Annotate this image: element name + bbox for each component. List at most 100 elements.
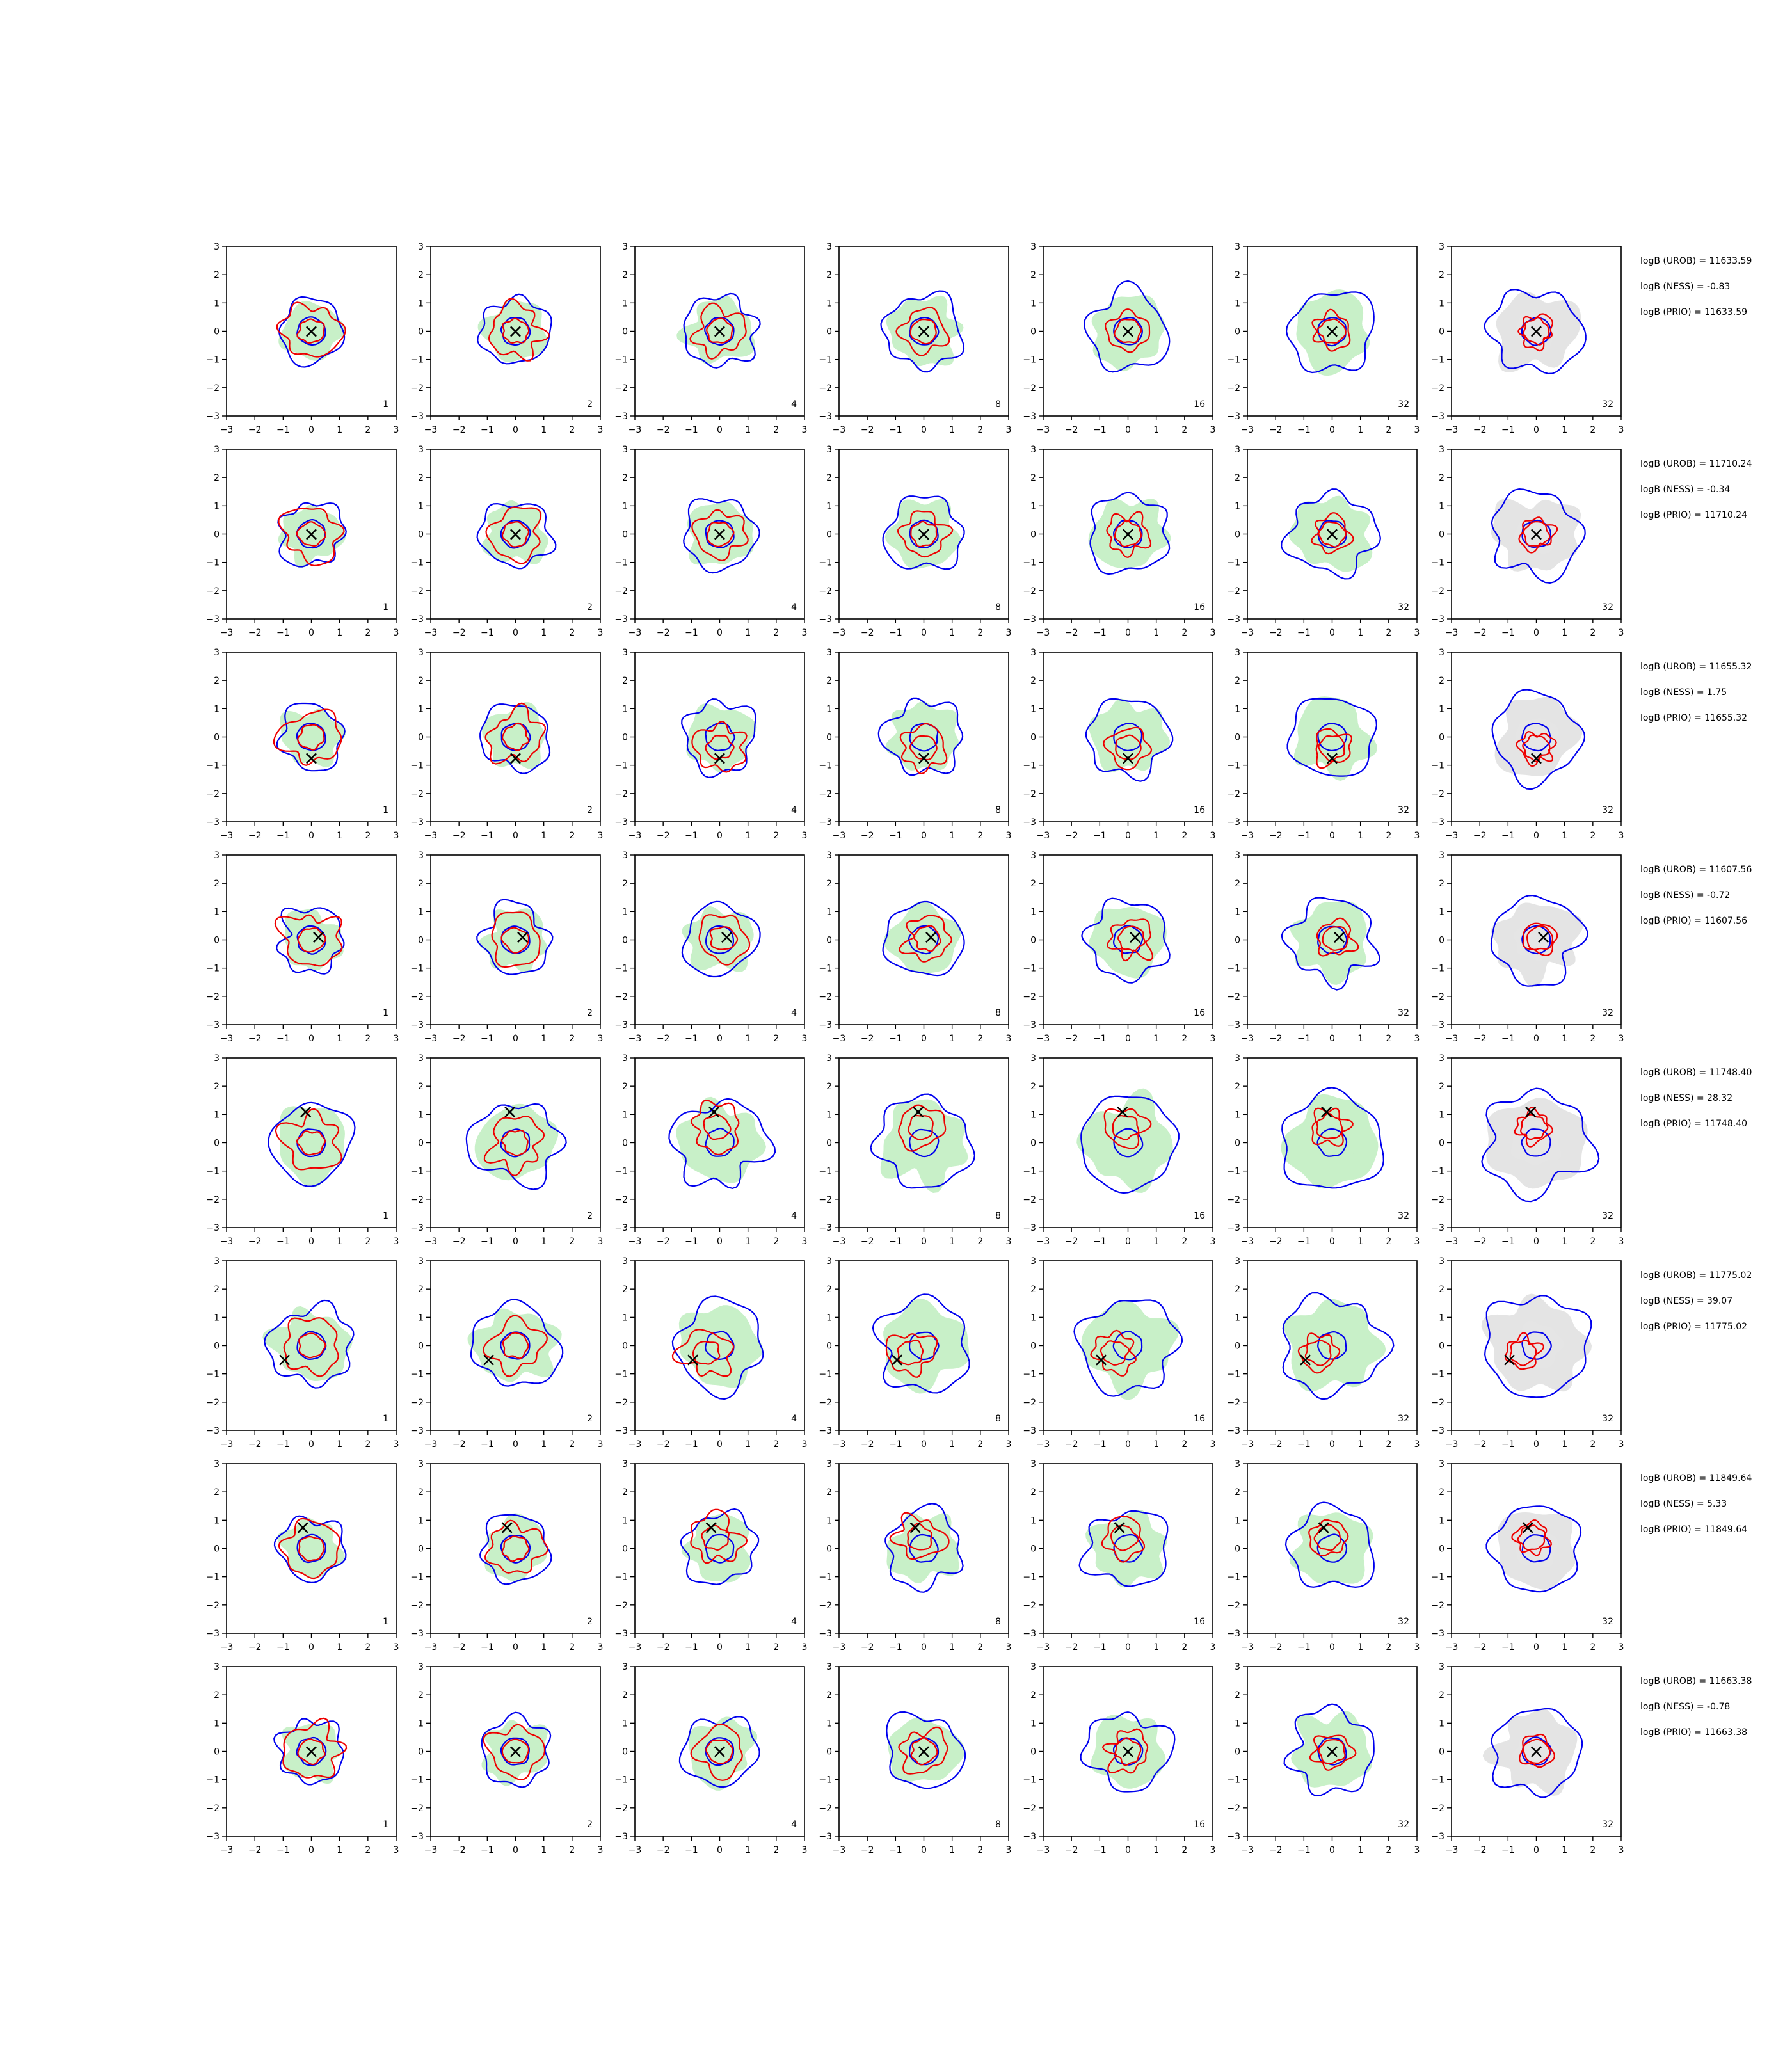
y-tick-label: −3 xyxy=(1227,1832,1240,1842)
contour-line-red-outer xyxy=(899,723,948,775)
x-tick-label: −1 xyxy=(481,425,494,435)
panel-label: 4 xyxy=(791,399,797,410)
contour-line-red-outer xyxy=(691,509,749,561)
contour-line-red-inner xyxy=(1318,521,1347,548)
x-tick-label: 0 xyxy=(308,831,314,841)
contour-line-blue-inner xyxy=(705,925,734,954)
x-tick-label: −1 xyxy=(1297,1642,1311,1652)
panel-label: 32 xyxy=(1602,805,1613,815)
y-tick-label: 0 xyxy=(214,1139,220,1149)
marker-x: × xyxy=(1112,1516,1128,1539)
x-tick-label: 2 xyxy=(773,1034,779,1044)
y-tick-label: −1 xyxy=(1023,1775,1036,1786)
x-tick-label: 2 xyxy=(977,1642,983,1652)
y-tick-label: −3 xyxy=(1227,1426,1240,1436)
y-tick-label: 3 xyxy=(214,1662,220,1672)
y-tick-label: 3 xyxy=(214,1053,220,1064)
x-tick-label: −2 xyxy=(1473,1642,1487,1652)
marker-x: × xyxy=(1501,1349,1517,1372)
marker-x: × xyxy=(1318,1101,1334,1123)
y-tick-label: 2 xyxy=(1439,1284,1444,1295)
x-tick-label: 2 xyxy=(1590,425,1596,435)
x-tick-label: 0 xyxy=(1329,1034,1335,1044)
x-tick-label: −3 xyxy=(1241,831,1254,841)
contour-line-red-inner xyxy=(909,318,937,345)
x-tick-label: −2 xyxy=(1269,425,1283,435)
y-tick-label: 1 xyxy=(826,1110,832,1120)
x-tick-label: −3 xyxy=(220,1845,234,1855)
y-tick-label: −1 xyxy=(614,355,628,365)
x-tick-label: 0 xyxy=(1125,1642,1131,1652)
y-tick-label: 3 xyxy=(1439,445,1444,455)
row-annotation-3-3: logB (PRIO) = 11655.32 xyxy=(1640,713,1747,723)
y-tick-label: −2 xyxy=(1431,383,1444,394)
y-tick-label: −1 xyxy=(1023,761,1036,771)
contour-line-blue-inner xyxy=(1521,723,1552,752)
x-tick-label: 0 xyxy=(1329,831,1335,841)
x-tick-label: −2 xyxy=(657,1642,670,1652)
x-tick-label: −1 xyxy=(889,831,902,841)
y-tick-label: −2 xyxy=(614,1804,628,1814)
x-tick-label: −3 xyxy=(424,1034,438,1044)
x-tick-label: 0 xyxy=(1329,1236,1335,1247)
y-tick-label: 2 xyxy=(1030,1284,1036,1295)
x-tick-label: 1 xyxy=(337,1642,342,1652)
x-tick-label: −3 xyxy=(1445,628,1459,638)
panel-r2-c1: × −3−3 −2 −2 −1 −1 0 0 1 1 2 2 3 3 1 xyxy=(206,445,399,638)
panel-label: 16 xyxy=(1194,1414,1205,1424)
y-tick-label: 2 xyxy=(214,1082,220,1092)
y-tick-label: 1 xyxy=(1439,1718,1444,1729)
x-tick-label: 2 xyxy=(773,628,779,638)
panel-label: 32 xyxy=(1398,1414,1409,1424)
x-tick-label: 2 xyxy=(773,831,779,841)
contour-line-blue-outer xyxy=(884,1503,964,1593)
row-annotation-8-1: logB (UROB) = 11663.38 xyxy=(1640,1676,1752,1686)
y-tick-label: 0 xyxy=(622,1544,628,1555)
contour-line-red-inner xyxy=(907,1523,932,1551)
y-tick-label: 2 xyxy=(1030,879,1036,889)
y-tick-label: 1 xyxy=(622,501,628,511)
y-tick-label: −1 xyxy=(614,1167,628,1177)
y-tick-label: −1 xyxy=(819,1572,832,1583)
y-tick-label: −2 xyxy=(410,586,424,596)
contour-line-blue-outer xyxy=(683,498,760,574)
y-tick-label: 1 xyxy=(418,1516,424,1526)
panel-r4-c3: × −3−3 −2 −2 −1 −1 0 0 1 1 2 2 3 3 4 xyxy=(614,851,807,1044)
x-tick-label: −2 xyxy=(1065,1642,1078,1652)
contour-line-blue-outer xyxy=(465,1103,567,1190)
panel-label: 1 xyxy=(383,1008,388,1018)
y-tick-label: −1 xyxy=(1431,1370,1444,1380)
contour-line-red-outer xyxy=(273,708,342,766)
y-tick-label: 1 xyxy=(1030,1313,1036,1323)
panel-label: 2 xyxy=(587,805,593,815)
x-tick-label: 2 xyxy=(1590,1845,1596,1855)
x-tick-label: −3 xyxy=(1241,1845,1254,1855)
contour-line-red-outer xyxy=(484,1519,548,1574)
y-tick-label: 2 xyxy=(826,473,832,483)
panel-r2-c4: × −3−3 −2 −2 −1 −1 0 0 1 1 2 2 3 3 8 xyxy=(819,445,1011,638)
y-tick-label: 0 xyxy=(1235,1341,1240,1352)
x-tick-label: 3 xyxy=(1619,425,1624,435)
y-tick-label: 2 xyxy=(1439,1690,1444,1700)
y-tick-label: 1 xyxy=(1235,298,1240,308)
y-tick-label: 2 xyxy=(1030,473,1036,483)
panel-label: 1 xyxy=(383,1414,388,1424)
contour-line-blue-outer xyxy=(1490,894,1588,987)
x-tick-label: 1 xyxy=(1357,628,1363,638)
x-tick-label: −2 xyxy=(1269,831,1283,841)
contour-line-red-inner xyxy=(297,927,326,953)
x-tick-label: 1 xyxy=(1357,1845,1363,1855)
x-tick-label: −3 xyxy=(1241,425,1254,435)
x-tick-label: 2 xyxy=(773,1642,779,1652)
y-tick-label: 0 xyxy=(622,327,628,337)
x-tick-label: −2 xyxy=(861,1642,874,1652)
x-tick-label: 1 xyxy=(337,628,342,638)
panel-r2-c6: × −3−3 −2 −2 −1 −1 0 0 1 1 2 2 3 3 32 xyxy=(1227,445,1420,638)
x-tick-label: 0 xyxy=(308,425,314,435)
x-tick-label: −3 xyxy=(220,1439,234,1450)
y-tick-label: 3 xyxy=(1030,1459,1036,1469)
contour-line-red-inner xyxy=(707,522,735,548)
x-tick-label: 3 xyxy=(394,1642,399,1652)
y-tick-label: −1 xyxy=(1227,1775,1240,1786)
contour-line-blue-outer xyxy=(1083,280,1171,373)
